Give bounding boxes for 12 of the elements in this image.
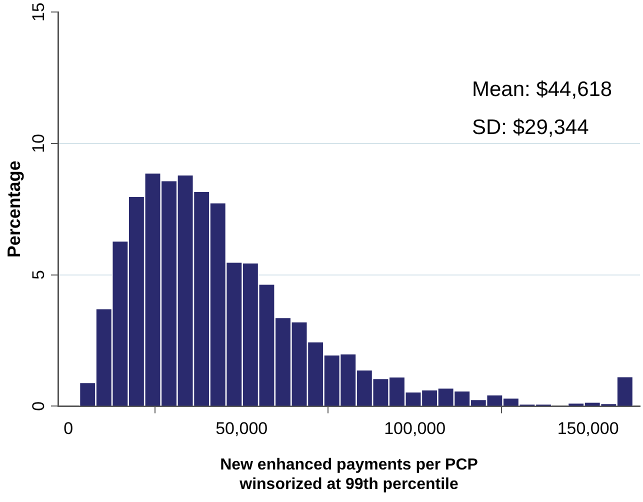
annotation: SD: $29,344 xyxy=(472,116,590,139)
x-tick-label: 0 xyxy=(64,419,74,438)
y-tick-label: 5 xyxy=(29,270,48,280)
y-tick-label: 15 xyxy=(29,2,48,22)
y-tick-label: 0 xyxy=(29,401,48,411)
x-axis-title: New enhanced payments per PCP winsorized at 99th percentile xyxy=(220,456,478,493)
x-tick-label: 150,000 xyxy=(557,419,619,438)
y-tick-label: 10 xyxy=(29,134,48,153)
x-tick-label: 100,000 xyxy=(384,419,446,438)
annotation: Mean: $44,618 xyxy=(472,78,612,101)
x-tick-label: 50,000 xyxy=(216,419,268,438)
y-axis-title: Percentage xyxy=(4,160,24,258)
